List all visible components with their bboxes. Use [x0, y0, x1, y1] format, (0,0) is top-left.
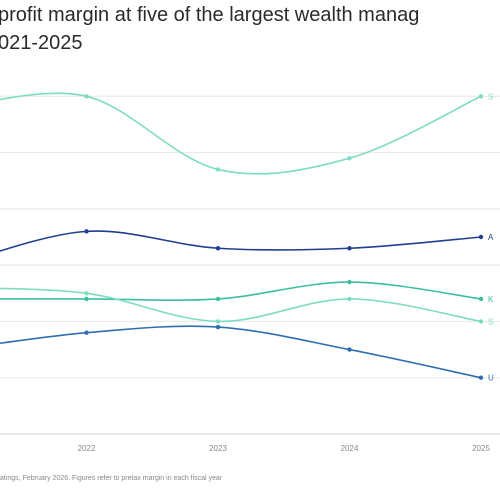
- data-point: [347, 156, 352, 161]
- data-point: [478, 234, 484, 240]
- x-axis-ticks: 2022 2023 2024 2025: [78, 444, 491, 453]
- series-line: [0, 92, 482, 175]
- series-3: S: [0, 287, 493, 326]
- series-end-label: S: [488, 317, 493, 326]
- series-1: A: [0, 229, 494, 252]
- series-0: S: [0, 92, 493, 175]
- x-tick-label: 2023: [209, 444, 227, 453]
- data-point: [478, 375, 484, 380]
- data-point: [215, 167, 221, 172]
- series-lines: S A K S U: [0, 92, 494, 383]
- x-tick-label: 2022: [78, 444, 96, 453]
- data-point: [347, 296, 352, 302]
- data-point: [215, 319, 221, 324]
- series-line: [0, 287, 482, 323]
- series-end-label: K: [488, 295, 494, 304]
- series-line: [0, 230, 482, 252]
- data-point: [478, 94, 484, 99]
- series-line: [0, 325, 482, 379]
- data-point: [347, 246, 352, 251]
- x-tick-label: 2025: [472, 444, 490, 453]
- title-line-2: 021-2025: [0, 32, 83, 54]
- data-point: [215, 296, 221, 302]
- data-point: [84, 330, 89, 335]
- data-point: [215, 246, 221, 251]
- data-point: [347, 347, 352, 352]
- x-tick-label: 2024: [341, 444, 359, 453]
- series-2: K: [0, 279, 494, 304]
- series-end-label: A: [488, 233, 494, 242]
- gridlines: [0, 95, 500, 435]
- series-end-label: U: [488, 374, 494, 383]
- series-4: U: [0, 324, 494, 383]
- data-point: [84, 94, 89, 99]
- data-point: [84, 229, 89, 234]
- data-point: [478, 296, 484, 302]
- data-point: [84, 296, 89, 302]
- data-point: [478, 319, 484, 324]
- series-end-label: S: [488, 92, 493, 101]
- data-point: [215, 324, 221, 330]
- source-note: atings, February 2026. Figures refer to …: [0, 475, 223, 482]
- data-point: [84, 291, 89, 296]
- chart-title: profit margin at five of the largest wea…: [0, 1, 500, 57]
- data-point: [347, 279, 352, 285]
- title-line-1: profit margin at five of the largest wea…: [0, 4, 420, 26]
